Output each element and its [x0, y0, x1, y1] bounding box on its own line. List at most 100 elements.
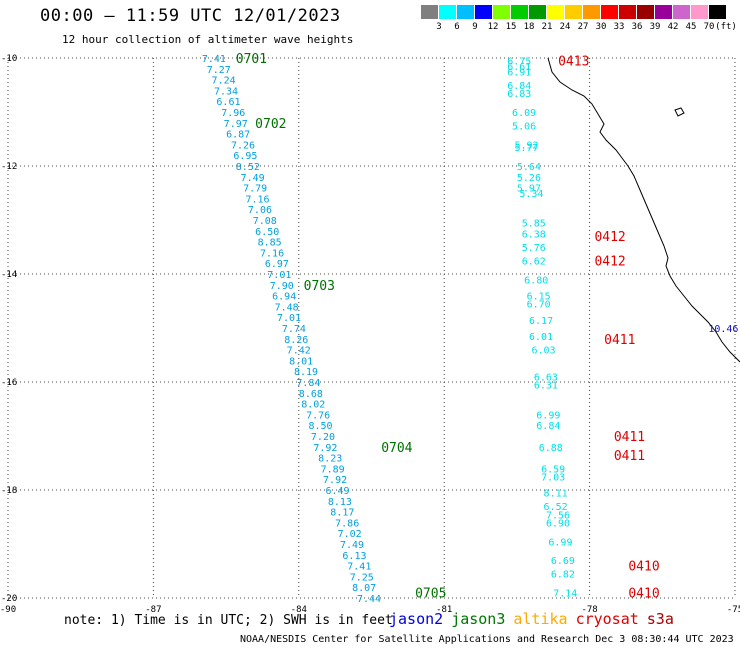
colorbar-label: 27: [577, 22, 589, 32]
wave-height-value: 6.49: [325, 486, 349, 497]
wave-height-value: 7.20: [311, 432, 335, 443]
pass-time-label: 0411: [614, 449, 645, 464]
pass-time-label: 0705: [415, 587, 446, 602]
wave-height-value: 6.59: [541, 464, 565, 475]
wave-height-value: 7.49: [340, 540, 364, 551]
colorbar-label: 70: [703, 22, 715, 32]
wave-height-value: 7.26: [231, 140, 255, 151]
wave-height-value: 8.11: [544, 489, 568, 500]
wave-height-value: 6.15: [527, 292, 551, 303]
wave-height-value: 7.96: [221, 108, 245, 119]
wave-height-value: 6.95: [233, 151, 257, 162]
colorbar-label: 30: [595, 22, 607, 32]
pass-time-label: 0410: [628, 560, 659, 575]
footnote: note: 1) Time is in UTC; 2) SWH is in fe…: [64, 613, 393, 628]
credit-line: NOAA/NESDIS Center for Satellite Applica…: [240, 634, 734, 645]
wave-height-value: 6.52: [544, 502, 568, 513]
pass-time-label: 0410: [628, 587, 659, 602]
wave-height-value: 6.61: [216, 97, 240, 108]
lon-tick-label: -84: [291, 605, 307, 615]
wave-height-value: 7.56: [546, 510, 570, 521]
colorbar-swatch: [673, 5, 690, 19]
wave-height-value: 7.41: [202, 54, 226, 65]
wave-height-value: 6.62: [522, 257, 546, 268]
wave-height-value: 6.03: [531, 346, 555, 357]
wave-height-value: 5.76: [522, 243, 546, 254]
axis-ticks: -90 -87 -84 -81 -78 -75 -10 -12 -14 -16 -18 -20: [0, 54, 740, 615]
map-subtitle: 12 hour collection of altimeter wave hei…: [62, 33, 354, 46]
wave-height-value: 7.16: [245, 194, 269, 205]
wave-height-value: 10.46: [708, 324, 738, 335]
colorbar-label: 6: [454, 22, 460, 32]
wave-height-value: 7.44: [357, 594, 381, 605]
wave-height-value: 5.97: [517, 184, 541, 195]
wave-height-value: 6.99: [548, 537, 572, 548]
pass-time-label: 0702: [255, 117, 286, 132]
wave-height-value: 7.48: [275, 302, 299, 313]
wave-height-value: 6.88: [539, 443, 563, 454]
legend-jason3: jason3: [451, 610, 506, 628]
lat-tick-label: -20: [1, 594, 17, 604]
wave-height-value: 6.50: [255, 227, 279, 238]
grid-lines: [7, 57, 736, 599]
wave-height-value: 6.97: [265, 259, 289, 270]
wave-height-value: 7.42: [287, 346, 311, 357]
wave-height-value: 6.91: [507, 68, 531, 79]
wave-height-value: 7.01: [267, 270, 291, 281]
lon-tick-label: -75: [727, 605, 740, 615]
pass-time-label: 0411: [614, 430, 645, 445]
colorbar-swatch: [547, 5, 564, 19]
wave-height-value: 8.68: [299, 389, 323, 400]
wave-height-value: 7.89: [321, 464, 345, 475]
colorbar-swatch: [655, 5, 672, 19]
wave-height-value: 7.08: [253, 216, 277, 227]
wave-height-value: 8.85: [258, 238, 282, 249]
colorbar-swatch: [421, 5, 438, 19]
wave-height-value: 7.01: [277, 313, 301, 324]
wave-height-value: 7.86: [335, 518, 359, 529]
colorbar-label: 24: [559, 22, 571, 32]
wave-height-value: 8.02: [301, 400, 325, 411]
pass-time-label: 0412: [594, 255, 625, 270]
map-title: 00:00 – 11:59 UTC 12/01/2023: [40, 6, 341, 26]
colorbar-swatch: [511, 5, 528, 19]
wave-height-value: 6.84: [536, 421, 560, 432]
wave-height-value: 8.23: [318, 454, 342, 465]
lon-tick-label: -87: [145, 605, 161, 615]
wave-height-value: 7.34: [214, 86, 238, 97]
wave-height-value: 6.09: [512, 108, 536, 119]
wave-height-value: 6.90: [546, 518, 570, 529]
wave-height-value: 8.52: [236, 162, 260, 173]
wave-height-value: 6.61: [507, 62, 531, 73]
wave-height-value: 8.19: [294, 367, 318, 378]
wave-height-value: 7.14: [553, 589, 577, 600]
colorbar-swatch: [565, 5, 582, 19]
lat-tick-label: -16: [1, 378, 17, 388]
wave-height-value: 8.13: [328, 497, 352, 508]
colorbar-label: 39: [649, 22, 661, 32]
pass-time-label: 0411: [604, 333, 635, 348]
colorbar-label: 3: [436, 22, 442, 32]
wave-height-value: 8.17: [330, 508, 354, 519]
wave-height-value: 6.83: [507, 89, 531, 100]
colorbar-swatch: [457, 5, 474, 19]
colorbar-swatch: [493, 5, 510, 19]
wave-height-value: 6.38: [522, 230, 546, 241]
colorbar-swatch: [637, 5, 654, 19]
wave-height-value: 5.92: [514, 140, 538, 151]
lon-tick-label: -90: [0, 605, 16, 615]
wave-height-value: 6.94: [272, 292, 296, 303]
wave-height-value: 5.06: [512, 122, 536, 133]
satellite-legend: jason2 jason3 altika cryosat s3a: [389, 610, 682, 628]
wave-height-value: 7.16: [260, 248, 284, 259]
lat-tick-label: -10: [1, 54, 17, 64]
wave-height-value: 7.84: [296, 378, 320, 389]
wave-height-value: 6.13: [342, 551, 366, 562]
colorbar-label: 42: [667, 22, 679, 32]
wave-height-value: 6.87: [226, 130, 250, 141]
colorbar-swatch: [619, 5, 636, 19]
lat-tick-label: -18: [1, 486, 17, 496]
wave-height-value: 5.77: [514, 143, 538, 154]
legend-s3a: s3a: [646, 610, 674, 628]
